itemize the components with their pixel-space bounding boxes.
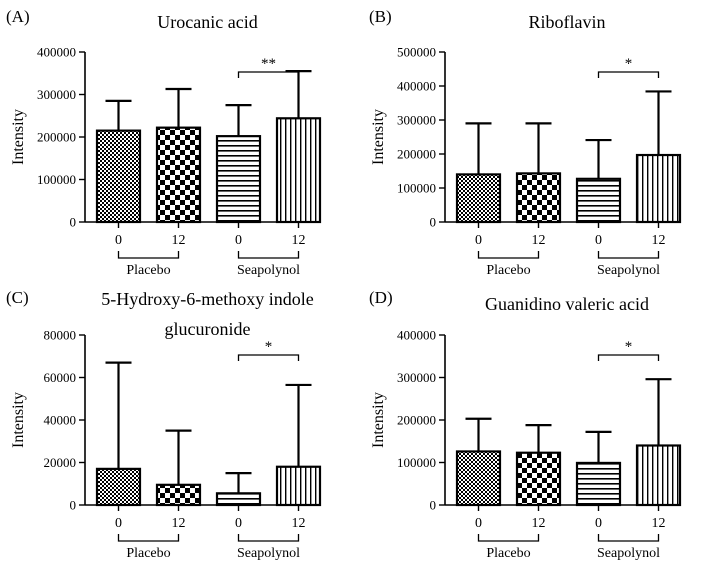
x-tick-label: 12 [172, 233, 186, 248]
y-tick-label: 300000 [37, 87, 76, 102]
significance-label: ** [261, 56, 276, 72]
significance-bracket [597, 71, 660, 78]
group-bracket [477, 251, 540, 259]
bar [155, 126, 202, 224]
bar [635, 153, 682, 224]
x-tick-label: 0 [475, 516, 482, 531]
chart-title: Guanidino valeric acid [485, 294, 649, 314]
y-tick-label: 200000 [37, 130, 76, 145]
y-tick-label: 0 [430, 215, 437, 230]
y-tick-label: 40000 [44, 413, 77, 428]
x-tick-label: 0 [235, 516, 242, 531]
bar [215, 492, 262, 507]
y-tick-label: 0 [70, 215, 77, 230]
x-tick-label: 12 [652, 233, 666, 248]
group-label: Placebo [486, 546, 530, 561]
bar [455, 450, 502, 507]
x-tick-label: 12 [652, 516, 666, 531]
x-tick-label: 0 [595, 233, 602, 248]
group-bracket [237, 534, 300, 542]
y-tick-label: 300000 [397, 370, 436, 385]
significance-label: * [625, 56, 633, 72]
chart-title: Riboflavin [529, 12, 606, 32]
significance-bracket [237, 71, 300, 78]
group-label: Placebo [126, 546, 170, 561]
group-bracket [597, 534, 660, 542]
y-tick-label: 0 [430, 498, 437, 513]
y-axis-label: Intensity [370, 392, 387, 448]
x-tick-label: 0 [235, 233, 242, 248]
significance-bracket [237, 354, 300, 361]
group-bracket [117, 534, 180, 542]
y-axis-label: Intensity [10, 392, 27, 448]
panel-label: (B) [369, 7, 392, 26]
y-tick-label: 60000 [44, 370, 77, 385]
group-bracket [237, 251, 300, 259]
chart-panel-3: (C) 5-Hydroxy-6-methoxy indole glucuronide… [6, 288, 322, 561]
bar [575, 177, 622, 224]
y-tick-label: 0 [70, 498, 77, 513]
bar [575, 461, 622, 507]
bar [95, 129, 142, 224]
bar [275, 465, 322, 507]
chart-title: Urocanic acid [157, 12, 257, 32]
chart-title: glucuronide [165, 319, 251, 339]
bar [155, 483, 202, 507]
group-label: Seapolynol [237, 263, 300, 278]
y-tick-label: 100000 [37, 172, 76, 187]
significance-label: * [265, 339, 273, 355]
y-tick-label: 20000 [44, 455, 77, 470]
group-bracket [597, 251, 660, 259]
y-tick-label: 300000 [397, 113, 436, 128]
chart-panel-4: (D) Guanidino valeric acid 0 100000 200000 30… [369, 288, 682, 561]
chart-title: 5-Hydroxy-6-methoxy indole [101, 289, 313, 309]
y-tick-label: 200000 [397, 147, 436, 162]
y-axis-label: Intensity [10, 109, 27, 165]
bar [515, 451, 562, 507]
chart-panel-1: (A) Urocanic acid 0 100000 200000 300000 40000… [6, 7, 322, 278]
y-tick-label: 500000 [397, 45, 436, 60]
group-label: Seapolynol [597, 546, 660, 561]
y-tick-label: 200000 [397, 413, 436, 428]
group-label: Placebo [486, 263, 530, 278]
y-tick-label: 400000 [397, 79, 436, 94]
y-tick-label: 400000 [397, 328, 436, 343]
y-axis-label: Intensity [370, 109, 387, 165]
group-label: Placebo [126, 263, 170, 278]
x-tick-label: 0 [115, 233, 122, 248]
panel-label: (D) [369, 288, 393, 307]
bar [455, 173, 502, 224]
bar [635, 444, 682, 507]
group-label: Seapolynol [237, 546, 300, 561]
x-tick-label: 12 [532, 516, 546, 531]
group-label: Seapolynol [597, 263, 660, 278]
x-tick-label: 12 [172, 516, 186, 531]
significance-label: * [625, 339, 633, 355]
y-tick-label: 100000 [397, 181, 436, 196]
group-bracket [117, 251, 180, 259]
y-tick-label: 80000 [44, 328, 77, 343]
x-tick-label: 0 [115, 516, 122, 531]
y-tick-label: 400000 [37, 45, 76, 60]
panel-label: (C) [6, 288, 29, 307]
bar [515, 172, 562, 224]
significance-bracket [597, 354, 660, 361]
panels: (A) Urocanic acid010000020000030000040000… [6, 7, 682, 561]
x-tick-label: 12 [292, 516, 306, 531]
x-tick-label: 12 [532, 233, 546, 248]
panel-label: (A) [6, 7, 30, 26]
bar [275, 117, 322, 224]
x-tick-label: 0 [475, 233, 482, 248]
bar [95, 467, 142, 507]
x-tick-label: 0 [595, 516, 602, 531]
y-tick-label: 100000 [397, 455, 436, 470]
x-tick-label: 12 [292, 233, 306, 248]
bar [215, 135, 262, 224]
group-bracket [477, 534, 540, 542]
chart-panel-2: (B) Riboflavin 0 100000 200000 300000 400000 50… [369, 7, 682, 278]
